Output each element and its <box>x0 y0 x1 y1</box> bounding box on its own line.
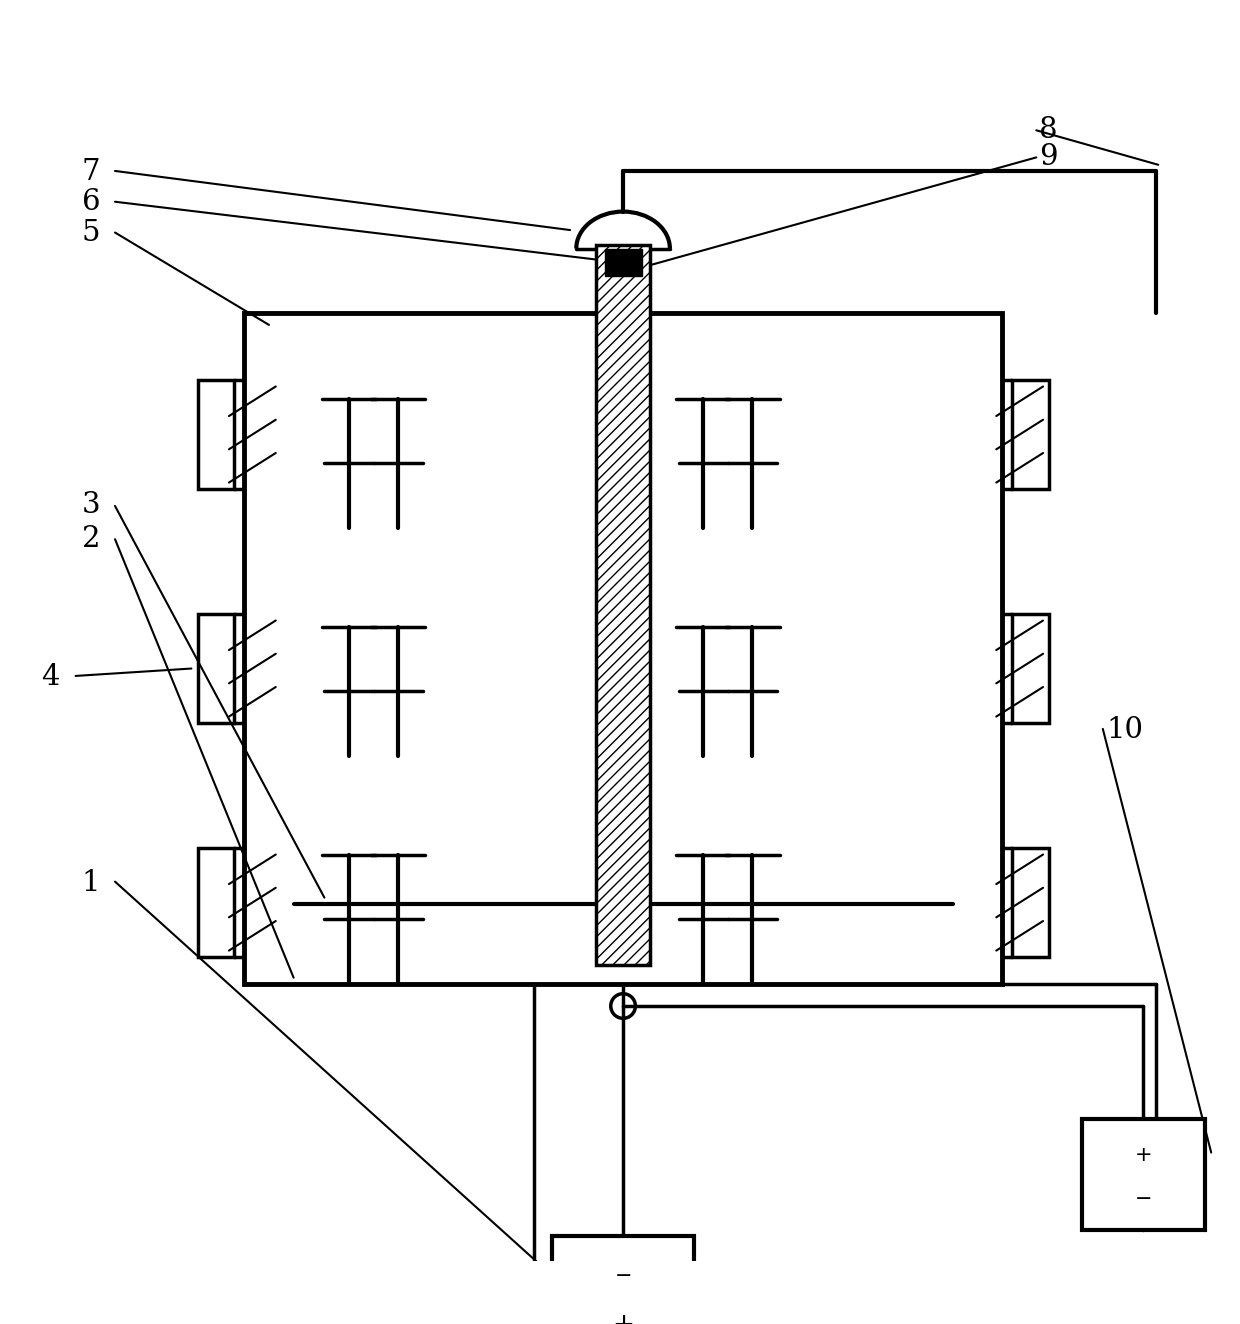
Bar <box>552 1237 694 1324</box>
Text: 5: 5 <box>82 220 100 248</box>
Text: 4: 4 <box>41 662 60 691</box>
Text: 9: 9 <box>1039 143 1058 171</box>
Text: +: + <box>1135 1145 1152 1165</box>
Text: −: − <box>1135 1189 1152 1209</box>
Text: 10: 10 <box>1106 715 1143 744</box>
Text: 7: 7 <box>82 158 100 185</box>
Text: 3: 3 <box>82 491 100 519</box>
Text: 1: 1 <box>82 870 100 898</box>
Text: 2: 2 <box>82 524 100 552</box>
Bar <box>244 312 1002 984</box>
Text: +: + <box>613 1312 634 1324</box>
Bar <box>605 249 641 275</box>
Bar <box>1012 380 1049 489</box>
Bar <box>197 849 234 957</box>
Bar <box>1081 1119 1205 1230</box>
Text: −: − <box>614 1266 632 1286</box>
Bar <box>197 380 234 489</box>
Bar <box>197 614 234 723</box>
Text: 8: 8 <box>1039 115 1058 144</box>
Bar <box>596 245 650 965</box>
Bar <box>1012 614 1049 723</box>
Text: 6: 6 <box>82 188 100 216</box>
Bar <box>1012 849 1049 957</box>
